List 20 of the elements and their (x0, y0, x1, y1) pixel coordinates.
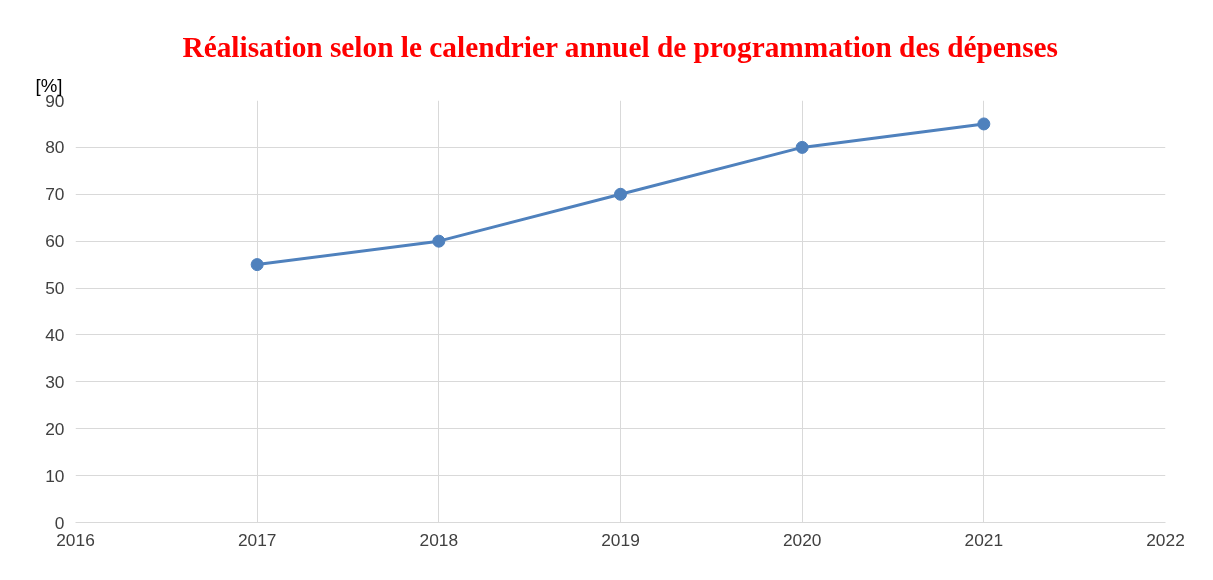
y-tick-label: 30 (45, 371, 65, 392)
y-tick-label: 80 (45, 137, 65, 158)
x-tick-label: 2019 (601, 529, 640, 550)
point (977, 117, 991, 131)
y-tick-label: 70 (45, 184, 65, 205)
chart-title: Réalisation selon le calendrier annuel de programmation des dépenses (182, 30, 1058, 63)
point (795, 140, 809, 154)
point (432, 234, 446, 248)
x-tick-label: 2018 (419, 529, 459, 550)
y-tick-label: 20 (45, 418, 65, 439)
y-tick-label: 40 (45, 324, 65, 345)
x-tick-label: 2021 (964, 529, 1004, 550)
point (614, 187, 627, 201)
y-tick-label: 10 (45, 465, 65, 486)
point (250, 258, 264, 272)
x-tick-label: 2017 (237, 529, 277, 550)
y-tick-label: 50 (45, 278, 65, 299)
x-tick-label: 2022 (1146, 529, 1185, 550)
y-tick-label: 60 (45, 231, 65, 252)
x-tick-label: 2020 (782, 529, 822, 550)
